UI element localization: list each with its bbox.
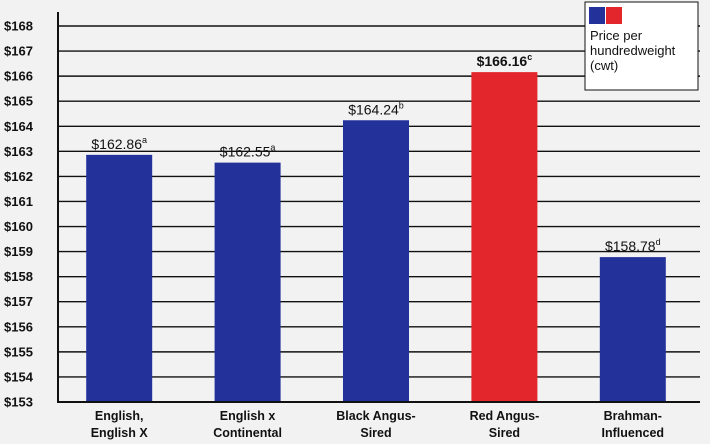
- y-tick-label: $161: [4, 194, 33, 209]
- bar-1: [214, 162, 281, 402]
- y-tick-label: $160: [4, 219, 33, 234]
- y-tick-labels: $153 $154 $155 $156 $157 $158 $159 $160 $161 $162…: [4, 19, 34, 410]
- data-label: $162.86a: [91, 135, 147, 152]
- y-tick-label: $163: [4, 144, 33, 159]
- bar-0: [86, 154, 153, 402]
- y-tick-label: $167: [4, 44, 33, 59]
- y-tick-label: $162: [4, 169, 33, 184]
- x-category-label: Brahman-: [604, 409, 662, 423]
- x-category-label: Sired: [489, 426, 520, 440]
- x-category-label: English x: [220, 409, 276, 423]
- y-tick-label: $168: [4, 19, 33, 34]
- x-category-label: Red Angus-: [470, 409, 540, 423]
- data-label: $164.24b: [348, 100, 404, 117]
- y-tick-label: $166: [4, 69, 33, 84]
- y-tick-label: $155: [4, 344, 33, 359]
- legend-text: hundredweight: [590, 43, 676, 58]
- x-category-labels: English, English X English x Continental Bla…: [91, 409, 664, 440]
- y-tick-label: $159: [4, 244, 33, 259]
- data-label: $166.16c: [477, 52, 533, 69]
- y-tick-label: $157: [4, 294, 33, 309]
- bar-4: [599, 257, 666, 402]
- legend-text: (cwt): [590, 58, 618, 73]
- x-category-label: Influenced: [602, 426, 665, 440]
- bars: [86, 72, 666, 402]
- data-labels: $162.86a $162.55a $164.24b $166.16c $158.78d: [91, 52, 660, 254]
- legend-swatch: [589, 7, 605, 24]
- x-category-label: Continental: [213, 426, 282, 440]
- y-tick-label: $158: [4, 269, 33, 284]
- x-category-label: English X: [91, 426, 149, 440]
- data-label: $162.55a: [220, 143, 276, 160]
- y-tick-label: $156: [4, 319, 33, 334]
- x-category-label: Black Angus-: [336, 409, 415, 423]
- legend-text: Price per: [590, 28, 643, 43]
- y-tick-label: $164: [4, 119, 34, 134]
- bar-2: [343, 120, 409, 402]
- x-category-label: Sired: [360, 426, 391, 440]
- bar-3: [471, 72, 538, 402]
- y-tick-label: $153: [4, 395, 33, 410]
- legend-swatch: [606, 7, 622, 24]
- x-category-label: English,: [95, 409, 144, 423]
- data-label: $158.78d: [605, 237, 661, 254]
- y-tick-label: $165: [4, 94, 33, 109]
- y-tick-label: $154: [4, 369, 34, 384]
